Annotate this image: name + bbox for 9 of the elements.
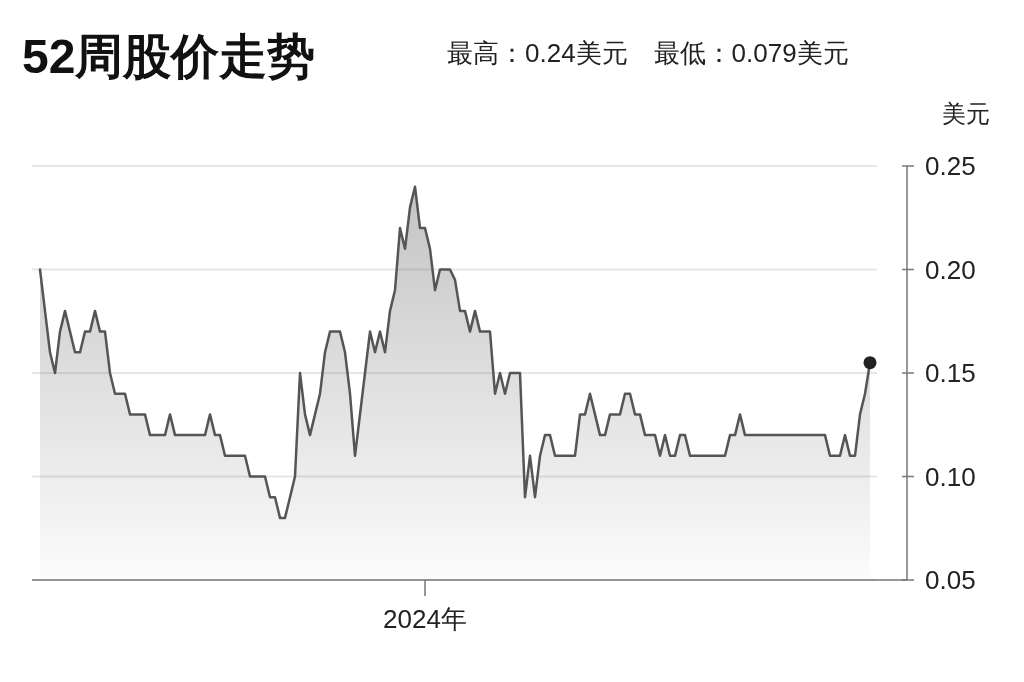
y-tick-label: 0.15 bbox=[925, 358, 976, 389]
y-axis-title: 美元 bbox=[942, 100, 990, 127]
x-tick-label: 2024年 bbox=[383, 604, 467, 634]
y-tick-label: 0.20 bbox=[925, 254, 976, 285]
y-tick-label: 0.05 bbox=[925, 565, 976, 596]
chart-subtitle: 最高：0.24美元 最低：0.079美元 bbox=[447, 38, 849, 68]
y-tick-label: 0.10 bbox=[925, 461, 976, 492]
chart-title: 52周股价走势 bbox=[22, 30, 316, 83]
y-tick-label: 0.25 bbox=[925, 151, 976, 182]
